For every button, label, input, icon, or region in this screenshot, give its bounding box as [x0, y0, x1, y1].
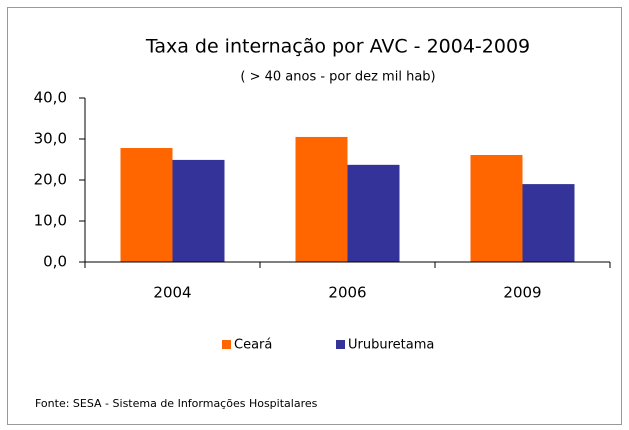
y-tick-label: 30,0: [34, 130, 67, 148]
y-tick-label: 40,0: [34, 89, 67, 107]
bar: [295, 136, 348, 262]
bar: [522, 184, 575, 262]
y-tick-label: 0,0: [43, 253, 67, 271]
bar: [470, 154, 523, 262]
y-tick-label: 20,0: [34, 171, 67, 189]
source-note: Fonte: SESA - Sistema de Informações Hos…: [35, 397, 318, 410]
legend-label: Ceará: [234, 338, 272, 353]
chart-subtitle: ( > 40 anos - por dez mil hab): [240, 70, 435, 85]
legend-swatch: [336, 340, 345, 349]
y-tick-label: 10,0: [34, 212, 67, 230]
x-tick-label: 2006: [328, 284, 366, 302]
x-tick-label: 2004: [153, 284, 191, 302]
bar: [172, 159, 225, 262]
legend-label: Uruburetama: [348, 338, 434, 353]
legend-swatch: [222, 340, 231, 349]
x-tick-label: 2009: [503, 284, 541, 302]
bar: [347, 164, 400, 262]
bar: [120, 148, 173, 262]
chart-title: Taxa de internação por AVC - 2004-2009: [145, 36, 530, 58]
